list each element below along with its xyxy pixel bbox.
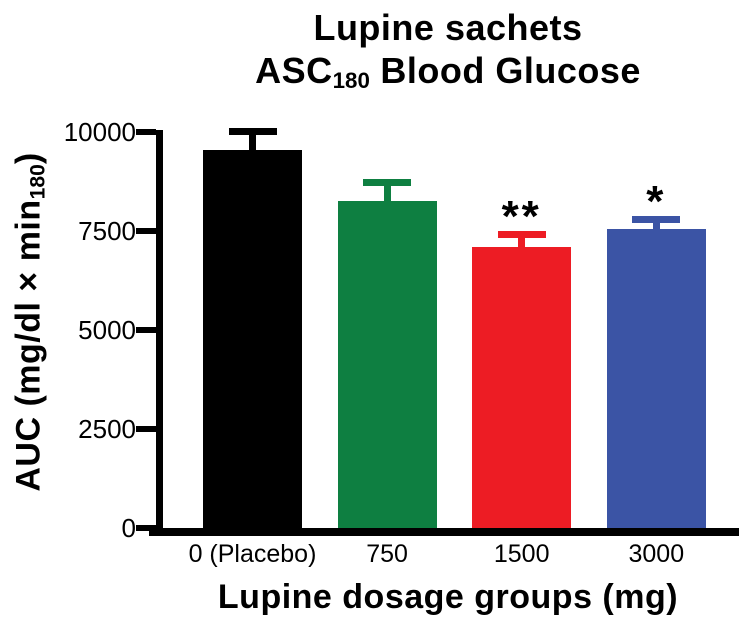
bar-1500 <box>472 246 572 534</box>
chart-title-line2-suffix: Blood Glucose <box>369 50 641 91</box>
error-bar-cap <box>363 179 412 187</box>
chart-title-line2: ASC180 Blood Glucose <box>157 49 739 102</box>
y-axis-tick-label: 7500 <box>78 216 136 246</box>
chart-title-subscript: 180 <box>332 67 370 93</box>
error-bar-stem <box>652 217 660 231</box>
x-category-label: 750 <box>366 540 408 568</box>
error-bar-stem <box>518 233 526 249</box>
x-category-label: 1500 <box>493 540 550 568</box>
x-axis-title: Lupine dosage groups (mg) <box>217 578 679 616</box>
y-axis-tick <box>136 228 156 234</box>
significance-marker: ** <box>501 192 542 241</box>
y-axis-tick <box>136 525 156 531</box>
x-category-label: 3000 <box>628 540 685 568</box>
error-bar-stem <box>249 130 256 152</box>
y-axis-tick <box>136 129 156 135</box>
y-axis-tick-label: 2500 <box>78 414 136 444</box>
y-axis-line <box>156 130 163 536</box>
x-category-label: 0 (Placebo) <box>188 540 317 568</box>
significance-marker: * <box>646 176 667 226</box>
chart-title-line1: Lupine sachets <box>313 7 583 48</box>
y-axis-tick-label: 0 <box>121 513 136 543</box>
y-axis-tick <box>136 426 156 432</box>
error-bar-cap <box>228 128 277 136</box>
y-axis-tick-label: 5000 <box>78 315 136 345</box>
bar-0-placebo- <box>203 149 302 534</box>
chart-title: Lupine sachets ASC180 Blood Glucose <box>157 6 739 102</box>
error-bar-cap <box>497 231 546 238</box>
y-axis-tick-label: 10000 <box>63 117 136 147</box>
bar-750 <box>337 201 437 534</box>
y-axis-tick <box>136 327 156 333</box>
x-axis-line <box>149 528 739 536</box>
bar-3000 <box>606 229 706 534</box>
error-bar-cap <box>632 215 681 223</box>
error-bar-stem <box>383 181 391 204</box>
chart-title-line2-prefix: ASC <box>255 50 333 91</box>
